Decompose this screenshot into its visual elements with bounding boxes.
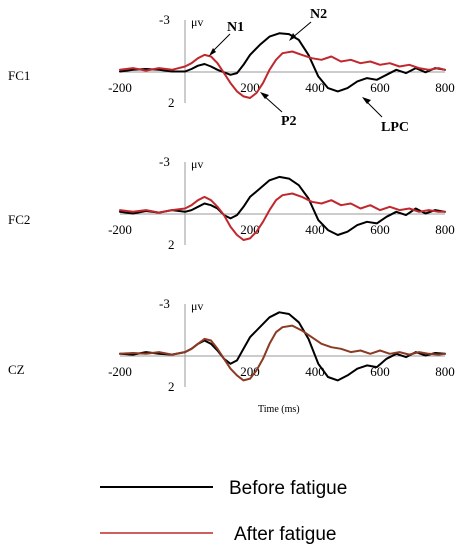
x-tick-label: 600 xyxy=(370,222,390,237)
annotation-p2-arrowhead xyxy=(260,92,269,99)
y-tick-label: -3 xyxy=(159,12,170,27)
legend: Before fatigue After fatigue xyxy=(100,478,347,545)
y-axis-unit: μv xyxy=(191,299,203,313)
x-tick-label: 400 xyxy=(305,364,325,379)
y-tick-label: -3 xyxy=(159,296,170,311)
series-line-before-fatigue xyxy=(119,32,446,93)
x-tick-label: 600 xyxy=(370,80,390,95)
x-tick-label: 400 xyxy=(305,80,325,95)
x-tick-label: 800 xyxy=(435,222,455,237)
series-line-before-fatigue xyxy=(119,175,446,236)
annotation-n2-arrow xyxy=(291,21,312,39)
series-line-after-fatigue xyxy=(119,324,446,382)
x-tick-label: -200 xyxy=(108,222,132,237)
annotation-lpc-arrowhead xyxy=(362,97,371,104)
x-tick-label: 400 xyxy=(305,222,325,237)
series-line-after-fatigue xyxy=(119,192,446,241)
annotation-lpc: LPC xyxy=(381,120,409,135)
x-tick-label: 200 xyxy=(240,364,260,379)
x-axis-title: Time (ms) xyxy=(258,404,300,415)
y-axis-unit: μv xyxy=(191,15,203,29)
y-tick-label: 2 xyxy=(168,379,175,394)
x-tick-label: -200 xyxy=(108,364,132,379)
x-tick-label: 200 xyxy=(240,80,260,95)
panel-fc1: FC1 -3 2 μv -200 200 400 600 800 xyxy=(8,12,455,110)
annotation-n2-arrowhead xyxy=(289,33,296,41)
x-tick-label: -200 xyxy=(108,80,132,95)
annotation-n2: N2 xyxy=(310,7,327,22)
series-line-after-fatigue xyxy=(119,50,446,99)
panel-label-fc1: FC1 xyxy=(8,68,30,83)
x-tick-label: 800 xyxy=(435,364,455,379)
annotation-n1: N1 xyxy=(227,20,244,35)
annotation-p2: P2 xyxy=(281,114,297,129)
annotation-n1-arrowhead xyxy=(209,48,216,56)
y-tick-label: 2 xyxy=(168,95,175,110)
series-line-before-fatigue xyxy=(119,311,446,382)
annotations: N1 N2 P2 LPC xyxy=(209,7,409,135)
legend-label-before: Before fatigue xyxy=(229,478,347,499)
x-tick-label: 800 xyxy=(435,80,455,95)
y-axis-unit: μv xyxy=(191,157,203,171)
y-tick-label: 2 xyxy=(168,237,175,252)
legend-label-after: After fatigue xyxy=(234,524,336,545)
panel-label-cz: CZ xyxy=(8,362,25,377)
panel-label-fc2: FC2 xyxy=(8,212,30,227)
y-tick-label: -3 xyxy=(159,154,170,169)
